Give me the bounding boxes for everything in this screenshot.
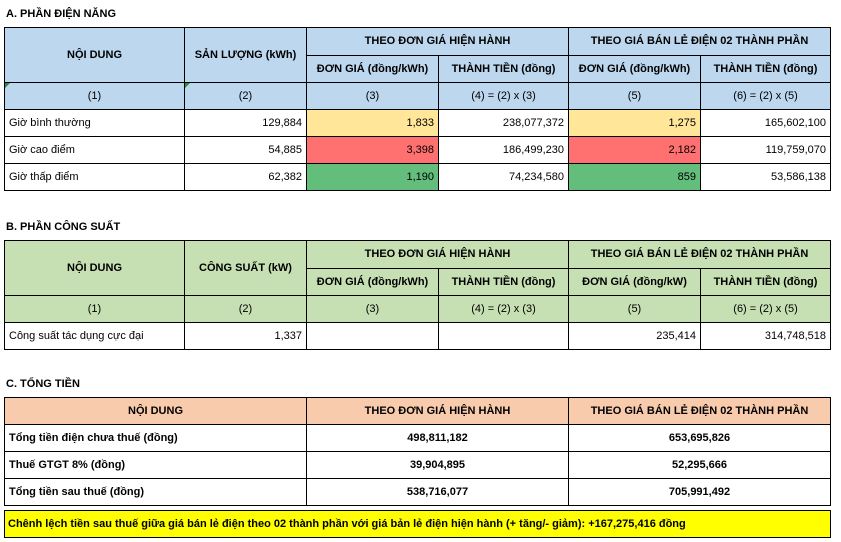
capacity-table: NỘI DUNG CÔNG SUẤT (kW) THEO ĐƠN GIÁ HIỆ… [4,240,832,350]
table-row: Thuế GTGT 8% (đồng) 39,904,895 52,295,66… [4,451,831,479]
table-row: Giờ bình thường 129,884 1,833 238,077,37… [4,109,832,137]
energy-table: NỘI DUNG SẢN LƯỢNG (kWh) THEO ĐƠN GIÁ HI… [4,27,832,191]
header-unit-price-retail: ĐƠN GIÁ (đồng/kW) [568,267,702,296]
amount-current-cell: 238,077,372 [437,109,570,137]
unit-price-retail-cell: 2,182 [568,136,702,164]
header-amount-retail: THÀNH TIỀN (đồng) [700,54,832,83]
amount-retail-cell: 53,586,138 [700,163,832,191]
header-current-price: THEO ĐƠN GIÁ HIỆN HÀNH [305,27,570,56]
index-cell: (6) = (2) x (5) [700,295,832,323]
amount-current-cell: 74,234,580 [437,163,570,191]
row-label: Tổng tiền sau thuế (đồng) [4,478,307,506]
unit-price-retail-cell: 859 [568,163,702,191]
index-cell: (4) = (2) x (3) [437,82,570,110]
header-current-price: THEO ĐƠN GIÁ HIỆN HÀNH [305,240,570,269]
header-retail-price: THEO GIÁ BÁN LẺ ĐIỆN 02 THÀNH PHẦN [568,240,832,269]
quantity-cell: 129,884 [184,109,307,137]
index-cell: (1) [4,82,185,110]
header-unit-price-current: ĐƠN GIÁ (đồng/kWh) [306,54,439,83]
amount-retail-cell: 165,602,100 [700,109,832,137]
table-row: Công suất tác dụng cực đại 1,337 235,414… [4,322,832,350]
table-row: Tổng tiền sau thuế (đồng) 538,716,077 70… [4,478,831,506]
total-current-cell: 538,716,077 [306,478,569,506]
index-cell: (2) [184,295,307,323]
header-unit-price-current: ĐƠN GIÁ (đồng/kWh) [306,267,439,296]
index-cell: (3) [306,295,439,323]
unit-price-current-cell [306,322,439,350]
index-cell: (1) [4,295,185,323]
index-cell: (5) [568,82,702,110]
header-content: NỘI DUNG [4,27,185,83]
index-cell: (5) [568,295,702,323]
header-capacity: CÔNG SUẤT (kW) [184,240,307,296]
quantity-cell: 54,885 [184,136,307,164]
unit-price-retail-cell: 235,414 [568,322,702,350]
index-cell: (4) = (2) x (3) [437,295,570,323]
table-row: Tổng tiền điện chưa thuế (đồng) 498,811,… [4,424,831,452]
index-cell: (2) [184,82,307,110]
amount-current-cell [437,322,570,350]
amount-current-cell: 186,499,230 [437,136,570,164]
header-amount-current: THÀNH TIỀN (đồng) [437,267,570,296]
table-row: Giờ thấp điểm 62,382 1,190 74,234,580 85… [4,163,832,191]
unit-price-current-cell: 1,190 [306,163,439,191]
unit-price-current-cell: 1,833 [306,109,439,137]
header-amount-retail: THÀNH TIỀN (đồng) [700,267,832,296]
header-content: NỘI DUNG [4,397,307,425]
section-a-title: A. PHẦN ĐIỆN NĂNG [6,8,117,20]
row-label: Tổng tiền điện chưa thuế (đồng) [4,424,307,452]
total-retail-cell: 653,695,826 [568,424,831,452]
index-cell: (6) = (2) x (5) [700,82,832,110]
index-cell: (3) [306,82,439,110]
table-row: Giờ cao điểm 54,885 3,398 186,499,230 2,… [4,136,832,164]
total-retail-cell: 705,991,492 [568,478,831,506]
section-c-title: C. TỔNG TIỀN [6,378,80,390]
amount-retail-cell: 119,759,070 [700,136,832,164]
difference-summary: Chênh lệch tiền sau thuế giữa giá bán lẻ… [4,510,831,538]
total-table: NỘI DUNG THEO ĐƠN GIÁ HIỆN HÀNH THEO GIÁ… [4,397,831,506]
header-content: NỘI DUNG [4,240,185,296]
amount-retail-cell: 314,748,518 [700,322,832,350]
row-label: Thuế GTGT 8% (đồng) [4,451,307,479]
total-current-cell: 498,811,182 [306,424,569,452]
total-retail-cell: 52,295,666 [568,451,831,479]
header-unit-price-retail: ĐƠN GIÁ (đồng/kWh) [568,54,702,83]
header-retail-price: THEO GIÁ BÁN LẺ ĐIỆN 02 THÀNH PHẦN [568,397,831,425]
header-retail-price: THEO GIÁ BÁN LẺ ĐIỆN 02 THÀNH PHẦN [568,27,832,56]
row-label: Giờ bình thường [4,109,185,137]
header-current-price: THEO ĐƠN GIÁ HIỆN HÀNH [306,397,569,425]
header-quantity: SẢN LƯỢNG (kWh) [184,27,307,83]
row-label: Giờ cao điểm [4,136,185,164]
capacity-cell: 1,337 [184,322,307,350]
header-amount-current: THÀNH TIỀN (đồng) [437,54,570,83]
section-b-title: B. PHẦN CÔNG SUẤT [6,221,121,233]
unit-price-current-cell: 3,398 [306,136,439,164]
total-current-cell: 39,904,895 [306,451,569,479]
quantity-cell: 62,382 [184,163,307,191]
row-label: Công suất tác dụng cực đại [4,322,185,350]
unit-price-retail-cell: 1,275 [568,109,702,137]
row-label: Giờ thấp điểm [4,163,185,191]
